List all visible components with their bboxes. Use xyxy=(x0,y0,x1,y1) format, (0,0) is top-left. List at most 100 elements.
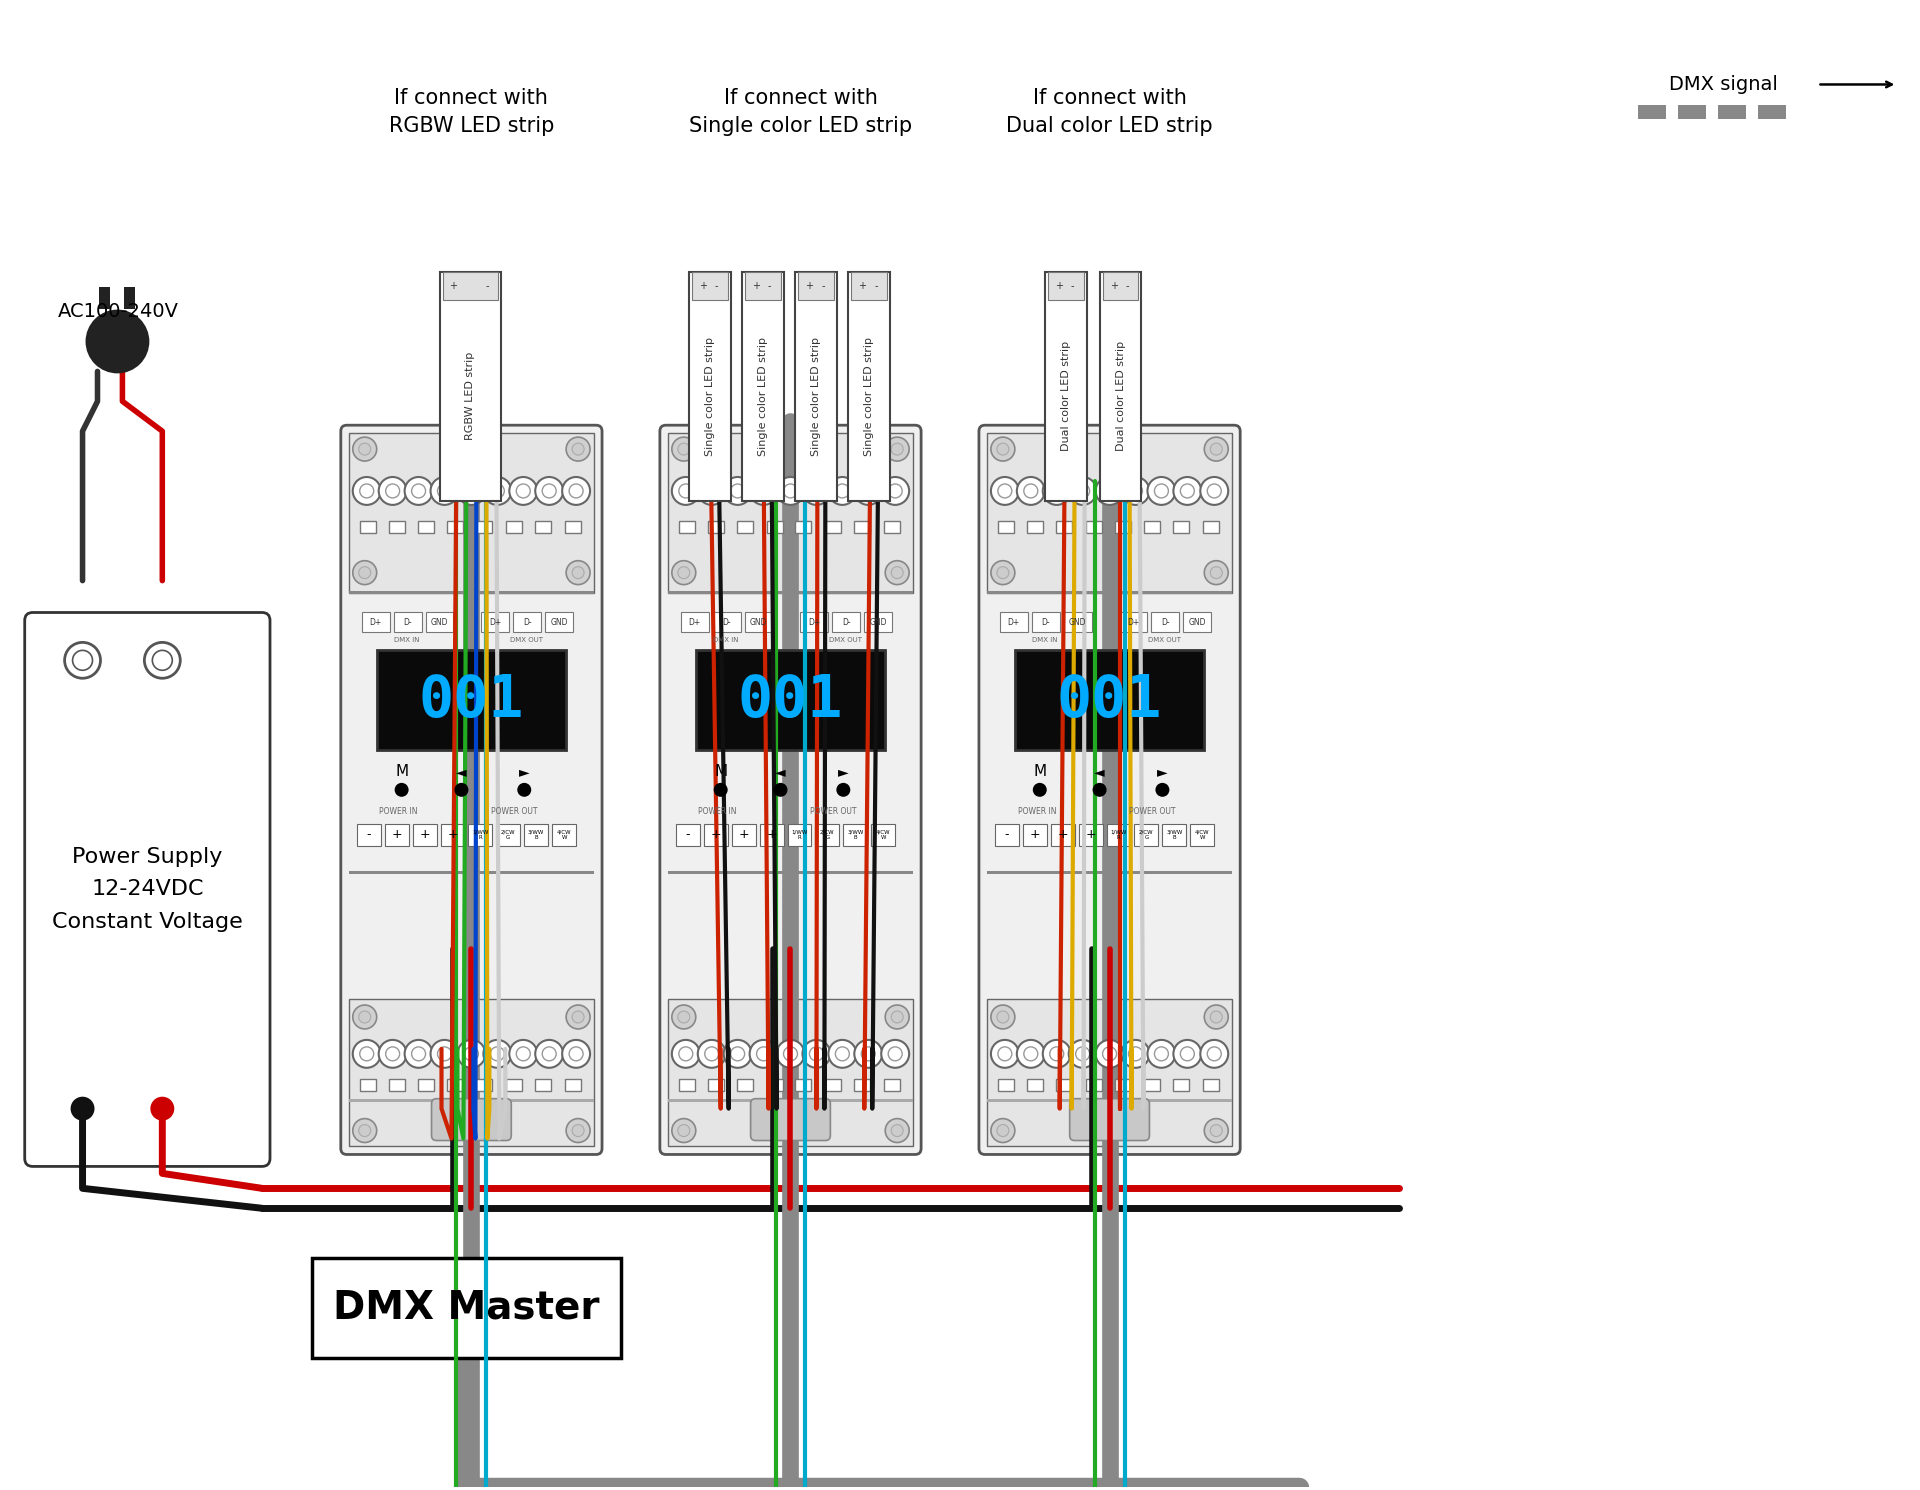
Text: DMX IN: DMX IN xyxy=(712,638,739,644)
Text: GND: GND xyxy=(1069,618,1087,627)
Bar xyxy=(689,271,732,501)
FancyBboxPatch shape xyxy=(432,1098,511,1140)
Bar xyxy=(668,1098,914,1101)
Text: GND: GND xyxy=(430,618,447,627)
Circle shape xyxy=(854,477,881,505)
Bar xyxy=(799,271,835,299)
FancyBboxPatch shape xyxy=(660,425,922,1155)
Circle shape xyxy=(1148,477,1175,505)
Bar xyxy=(359,522,376,533)
Circle shape xyxy=(430,1040,459,1068)
Circle shape xyxy=(71,1097,94,1120)
Circle shape xyxy=(411,484,426,498)
Text: D+: D+ xyxy=(1008,618,1020,627)
Text: 3/WW
B: 3/WW B xyxy=(847,830,864,840)
Circle shape xyxy=(1210,1012,1223,1024)
Circle shape xyxy=(359,1125,371,1137)
Bar xyxy=(676,824,699,846)
Bar xyxy=(1757,106,1786,119)
Circle shape xyxy=(566,560,589,584)
Text: 1/WW
R: 1/WW R xyxy=(791,830,808,840)
Circle shape xyxy=(353,437,376,460)
Bar xyxy=(682,612,708,632)
Bar xyxy=(1100,271,1142,501)
Bar xyxy=(447,1079,463,1091)
Bar xyxy=(795,1079,812,1091)
Bar xyxy=(468,824,492,846)
Bar xyxy=(1056,522,1071,533)
Circle shape xyxy=(353,1006,376,1030)
Circle shape xyxy=(996,443,1008,454)
Bar xyxy=(766,522,783,533)
Text: GND: GND xyxy=(1188,618,1206,627)
Circle shape xyxy=(1200,477,1229,505)
Circle shape xyxy=(1069,477,1096,505)
Text: DMX IN: DMX IN xyxy=(1033,638,1058,644)
Text: 001: 001 xyxy=(1056,672,1162,729)
Text: M: M xyxy=(396,764,409,779)
Text: D+: D+ xyxy=(369,618,382,627)
Circle shape xyxy=(1018,477,1044,505)
Bar xyxy=(745,271,781,299)
Bar xyxy=(357,824,380,846)
Bar xyxy=(507,522,522,533)
Text: -: - xyxy=(486,280,490,291)
Text: +: + xyxy=(419,828,430,842)
Bar xyxy=(766,1079,783,1091)
Text: 2/CW
G: 2/CW G xyxy=(820,830,835,840)
Circle shape xyxy=(1173,477,1202,505)
Circle shape xyxy=(359,1012,371,1024)
Circle shape xyxy=(572,1012,584,1024)
Text: POWER OUT: POWER OUT xyxy=(492,808,538,817)
Text: DMX Master: DMX Master xyxy=(334,1289,599,1328)
Text: 1/WW
R: 1/WW R xyxy=(1110,830,1127,840)
Bar xyxy=(854,1079,870,1091)
Bar xyxy=(885,522,900,533)
Bar xyxy=(854,522,870,533)
Text: +: + xyxy=(447,828,457,842)
Circle shape xyxy=(810,1047,824,1061)
Bar xyxy=(413,824,436,846)
Circle shape xyxy=(1023,1047,1039,1061)
Circle shape xyxy=(678,566,689,578)
Circle shape xyxy=(998,1047,1012,1061)
Bar xyxy=(816,824,839,846)
Text: DMX signal: DMX signal xyxy=(1668,74,1778,94)
Bar xyxy=(417,522,434,533)
Circle shape xyxy=(150,1097,175,1120)
Text: +: + xyxy=(804,280,814,291)
Circle shape xyxy=(152,650,173,670)
Circle shape xyxy=(672,1040,699,1068)
Text: -: - xyxy=(1071,280,1075,291)
Circle shape xyxy=(749,1040,778,1068)
Circle shape xyxy=(438,484,451,498)
Circle shape xyxy=(572,443,584,454)
Circle shape xyxy=(776,477,804,505)
Circle shape xyxy=(1096,1040,1123,1068)
Text: -: - xyxy=(1004,828,1010,842)
Circle shape xyxy=(1121,477,1150,505)
Circle shape xyxy=(572,1125,584,1137)
Circle shape xyxy=(484,1040,511,1068)
Bar xyxy=(987,434,1233,593)
Circle shape xyxy=(572,566,584,578)
Text: DMX IN: DMX IN xyxy=(394,638,419,644)
Circle shape xyxy=(1050,484,1064,498)
Circle shape xyxy=(1102,1047,1117,1061)
Bar xyxy=(849,271,891,501)
Bar xyxy=(376,650,566,749)
FancyBboxPatch shape xyxy=(340,425,603,1155)
Bar xyxy=(507,1079,522,1091)
Circle shape xyxy=(889,484,902,498)
Circle shape xyxy=(991,437,1016,460)
Circle shape xyxy=(457,477,486,505)
Text: ◄: ◄ xyxy=(1094,764,1104,779)
Text: -: - xyxy=(685,828,689,842)
Text: If connect with
RGBW LED strip: If connect with RGBW LED strip xyxy=(388,88,555,137)
Bar xyxy=(708,522,724,533)
Circle shape xyxy=(1075,484,1091,498)
Bar xyxy=(440,271,501,501)
Text: If connect with
Single color LED strip: If connect with Single color LED strip xyxy=(689,88,912,137)
Bar xyxy=(1183,612,1212,632)
Circle shape xyxy=(810,484,824,498)
